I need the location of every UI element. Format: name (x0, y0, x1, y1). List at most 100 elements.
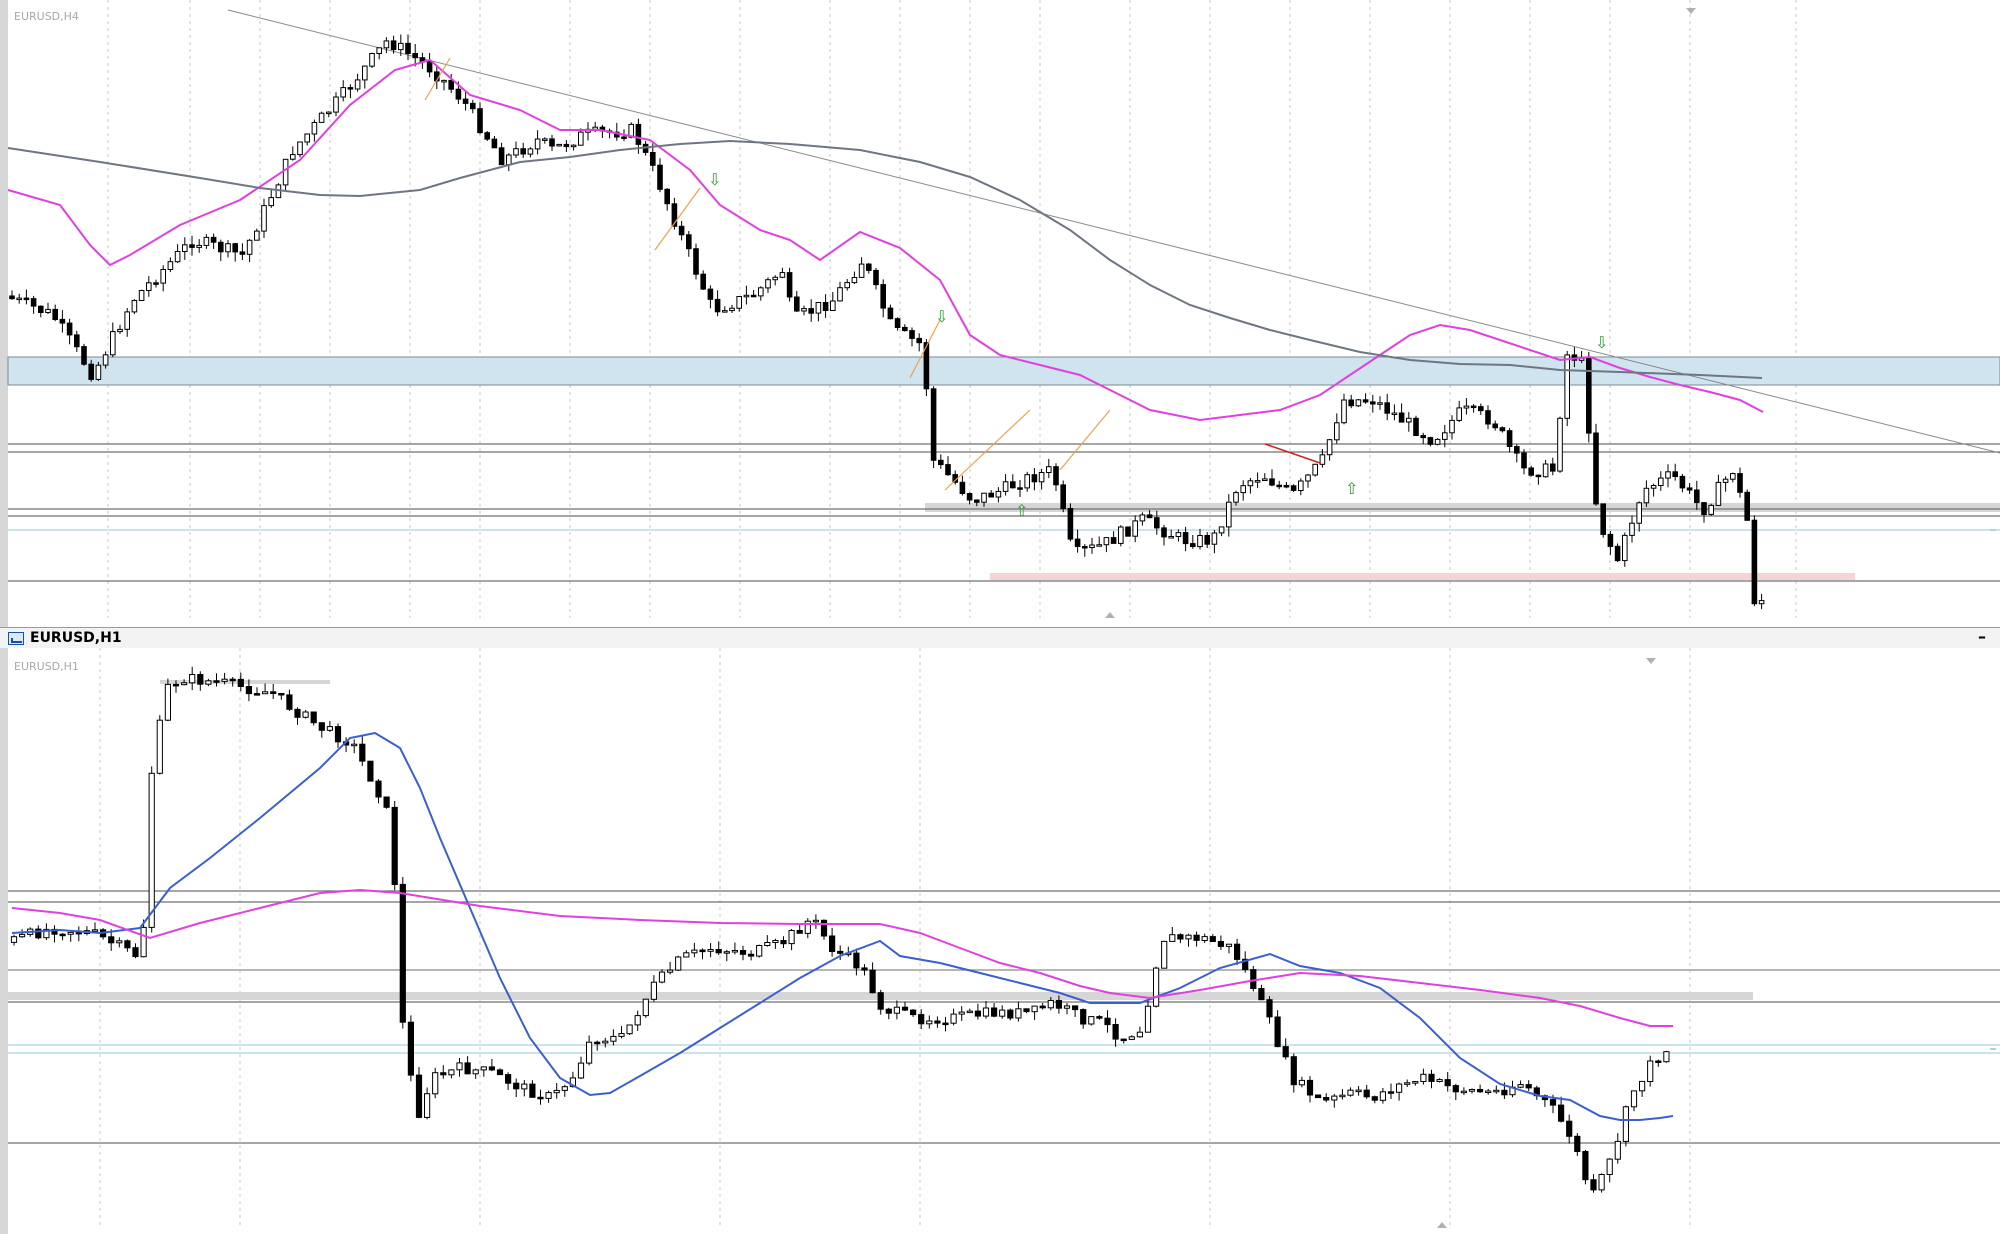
h1-candle-87 (715, 949, 722, 954)
h1-chart-pane[interactable]: EURUSD,H1 (0, 648, 2000, 1234)
h1-candle-88 (723, 951, 730, 954)
h1-candle-97 (796, 930, 803, 934)
h1-candle-13 (116, 940, 123, 944)
h1-candle-44 (367, 760, 374, 782)
h4-candle-154 (1118, 526, 1124, 544)
h1-candle-108 (885, 1008, 892, 1014)
h4-candle-215 (1557, 417, 1563, 472)
h1-candle-116 (950, 1013, 957, 1024)
h4-candle-205 (1485, 410, 1491, 425)
h1-window-titlebar[interactable]: EURUSD,H1 – (0, 627, 2000, 651)
h1-candle-135 (1104, 1017, 1111, 1026)
h4-candle-167 (1211, 532, 1218, 545)
h4-candle-125 (909, 330, 915, 339)
h4-candle-46 (340, 87, 346, 98)
h4-candle-102 (743, 294, 750, 298)
h1-candle-26 (221, 678, 228, 682)
h1-candle-89 (731, 950, 738, 953)
h4-candle-113 (822, 302, 829, 311)
h4-candle-178 (1290, 485, 1297, 491)
h4-candle-237 (1715, 481, 1722, 506)
h4-chart-pane[interactable]: ⇩ ⇩ ⇩ ⇧ ⇧ EURUSD,H4 (0, 0, 2000, 629)
h4-candle-139 (1010, 481, 1016, 489)
h4-candle-69 (506, 154, 512, 166)
h4-candle-89 (650, 152, 656, 166)
h1-candle-171 (1396, 1083, 1403, 1093)
minimize-button[interactable]: – (1978, 627, 1986, 646)
h4-candle-212 (1535, 474, 1542, 478)
h1-candle-101 (829, 935, 836, 952)
h4-candle-61 (448, 79, 454, 90)
h4-candle-203 (1470, 405, 1477, 409)
h4-candle-243 (1758, 600, 1765, 605)
h4-candle-168 (1218, 526, 1225, 534)
h1-candle-201 (1639, 1080, 1646, 1092)
h4-candle-96 (700, 273, 707, 290)
h1-candle-29 (245, 686, 253, 695)
h4-candle-224 (1622, 534, 1628, 562)
h1-candle-70 (577, 1062, 585, 1079)
h4-candle-67 (491, 138, 498, 149)
h4-candle-1 (16, 297, 22, 301)
h4-candle-127 (923, 342, 930, 390)
h1-candle-27 (229, 678, 236, 682)
h4-candle-194 (1406, 417, 1412, 423)
h4-candle-175 (1269, 478, 1275, 486)
h1-candle-81 (667, 969, 674, 973)
h4-candle-189 (1370, 401, 1376, 405)
h4-candle-122 (887, 307, 894, 320)
h4-candle-145 (1053, 466, 1059, 486)
h4-candle-161 (1168, 536, 1175, 539)
h1-candle-16 (140, 926, 147, 958)
h4-candle-38 (282, 158, 289, 186)
h1-candle-192 (1566, 1120, 1573, 1137)
h4-slow-ma (7, 139, 1763, 379)
h4-candle-51 (376, 47, 382, 54)
h1-candle-12 (108, 936, 115, 944)
h1-candle-35 (294, 708, 301, 718)
h1-candle-157 (1282, 1046, 1289, 1058)
h4-candle-29 (218, 241, 224, 253)
h1-candle-83 (683, 952, 690, 958)
h4-candle-176 (1276, 484, 1283, 488)
h1-candle-51 (424, 1093, 431, 1118)
h1-candle-140 (1144, 1005, 1152, 1033)
h1-candle-75 (618, 1033, 625, 1037)
h1-candle-20 (172, 683, 180, 687)
h1-candle-64 (529, 1083, 536, 1098)
h1-candle-84 (691, 949, 698, 954)
h1-candle-154 (1258, 988, 1265, 1001)
h1-left-frame (0, 648, 8, 1234)
h4-candle-77 (563, 143, 570, 148)
h1-candle-137 (1120, 1038, 1127, 1042)
h4-candle-95 (693, 248, 699, 275)
h1-candle-187 (1525, 1084, 1532, 1089)
h4-resistance-zone (7, 356, 2000, 386)
h4-candlestick-chart[interactable]: ⇩ ⇩ ⇩ ⇧ ⇧ (0, 0, 2000, 628)
h1-candle-111 (910, 1009, 917, 1016)
h1-candle-48 (399, 883, 406, 1023)
h4-candle-144 (1046, 466, 1052, 474)
h4-candle-183 (1326, 439, 1333, 456)
h1-candle-182 (1485, 1090, 1492, 1093)
h4-candle-115 (837, 287, 843, 302)
h4-candle-116 (844, 282, 851, 289)
h1-candle-163 (1331, 1095, 1338, 1101)
h4-candle-36 (268, 197, 274, 207)
h1-candle-40 (334, 726, 342, 743)
h1-candle-65 (537, 1096, 544, 1100)
h1-candle-138 (1128, 1036, 1135, 1040)
h1-candle-105 (861, 967, 868, 971)
h1-candle-130 (1063, 1005, 1071, 1009)
h4-candle-35 (261, 205, 267, 232)
h1-candle-123 (1007, 1009, 1014, 1019)
h4-candle-106 (772, 276, 779, 281)
h4-red-trendline (1264, 443, 1321, 464)
h4-candle-94 (686, 234, 692, 250)
h4-candle-30 (225, 243, 231, 253)
h4-gray-zone (925, 503, 2000, 512)
h4-candle-41 (304, 133, 310, 143)
h1-candlestick-chart[interactable] (0, 648, 2000, 1234)
h4-candle-157 (1139, 514, 1146, 522)
h1-candle-66 (545, 1092, 552, 1099)
